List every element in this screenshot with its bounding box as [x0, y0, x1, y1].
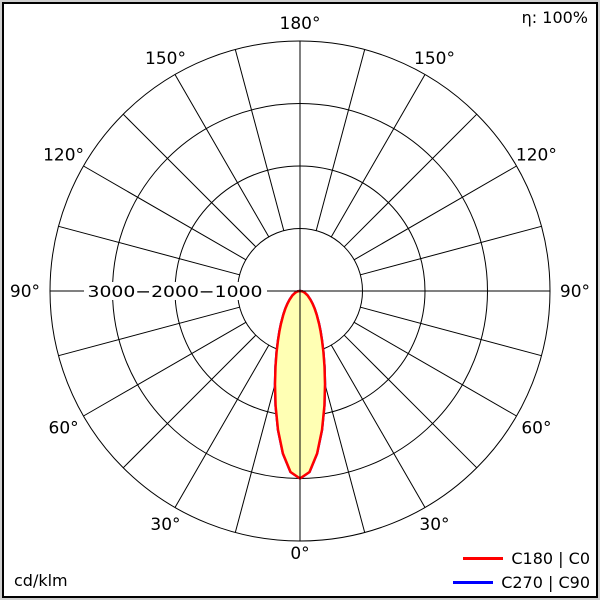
grid-spoke-195 — [58, 225, 240, 276]
grid-spoke-120 — [174, 344, 270, 508]
efficiency-label: η: 100% — [521, 8, 588, 27]
grid-spoke-135 — [122, 334, 257, 469]
legend-item-c270-c90: C270 | C90 — [453, 573, 590, 592]
grid-spoke-165 — [58, 306, 240, 357]
angle-label-90: 90° — [10, 282, 40, 302]
angle-label-90: 90° — [560, 282, 590, 302]
grid-spoke-345 — [360, 225, 542, 276]
grid-spoke-330 — [353, 165, 517, 261]
radial-tick-labels: 3000−2000−1000 — [88, 282, 263, 301]
angle-label-0: 0° — [290, 544, 309, 564]
legend-line-red — [463, 557, 504, 560]
radial-label-background — [84, 282, 267, 300]
grid-spoke-60 — [330, 344, 426, 508]
grid-spoke-45 — [343, 334, 478, 469]
legend-line-blue — [453, 581, 494, 584]
angle-label-120: 120° — [43, 146, 84, 166]
grid-spoke-315 — [343, 113, 478, 248]
angle-label-60: 60° — [521, 419, 551, 439]
angle-label-180: 180° — [280, 14, 321, 34]
unit-label: cd/klm — [14, 571, 68, 590]
legend-label-c180-c0: C180 | C0 — [511, 549, 590, 568]
grid-spoke-210 — [83, 165, 247, 261]
angle-label-60: 60° — [49, 419, 79, 439]
legend: C180 | C0 C270 | C90 — [453, 549, 590, 592]
legend-label-c270-c90: C270 | C90 — [501, 573, 590, 592]
angle-label-150: 150° — [145, 49, 186, 69]
grid-spoke-285 — [315, 49, 366, 231]
grid-spoke-300 — [330, 74, 426, 238]
grid-spoke-225 — [122, 113, 257, 248]
angle-label-30: 30° — [419, 515, 449, 535]
angle-label-30: 30° — [150, 515, 180, 535]
grid-spoke-30 — [353, 321, 517, 417]
grid-spoke-15 — [360, 306, 542, 357]
grid-spoke-240 — [174, 74, 270, 238]
grid-spoke-255 — [234, 49, 285, 231]
grid-spoke-150 — [83, 321, 247, 417]
angle-label-150: 150° — [414, 49, 455, 69]
legend-item-c180-c0: C180 | C0 — [453, 549, 590, 568]
angle-label-120: 120° — [516, 146, 557, 166]
